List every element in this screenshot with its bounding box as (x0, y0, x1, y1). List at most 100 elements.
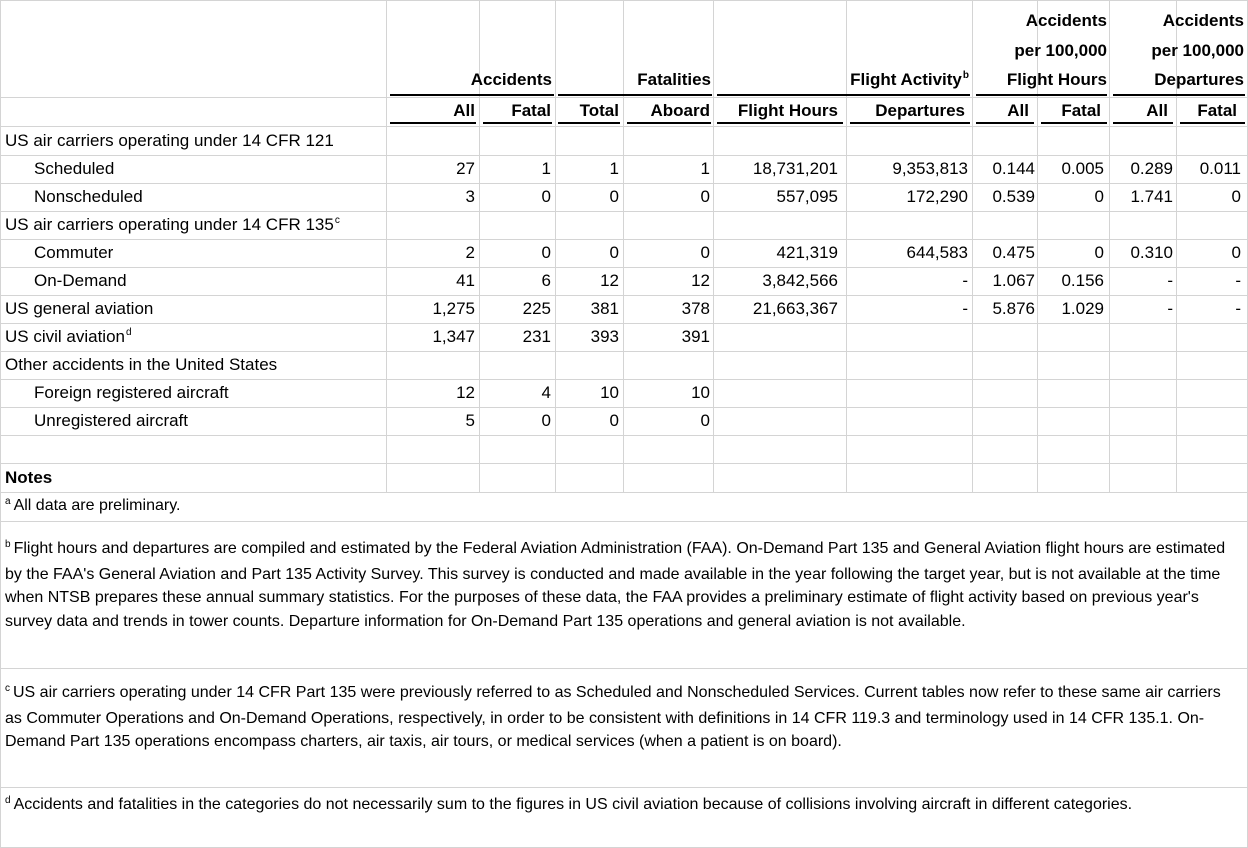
table-cell: 0 (541, 243, 551, 262)
table-cell: 0 (541, 187, 551, 206)
table-cell: 0.475 (992, 243, 1035, 262)
grid-line (0, 521, 1248, 522)
table-cell: 0 (1231, 243, 1241, 262)
table-cell: 3,842,566 (762, 271, 838, 290)
subheader-underline (1113, 122, 1173, 124)
subheader-underline (1180, 122, 1245, 124)
table-cell: - (1167, 271, 1173, 290)
grid-line (0, 267, 1248, 268)
table-cell: 0 (609, 243, 619, 262)
grid-line (555, 0, 556, 492)
table-cell: 0 (609, 187, 619, 206)
grid-line (0, 97, 1248, 98)
grid-line (0, 435, 1248, 436)
table-cell: 231 (522, 327, 551, 346)
subheader-underline (558, 122, 620, 124)
table-cell: 1.067 (992, 271, 1035, 290)
grid-line (0, 155, 1248, 156)
table-cell: - (1167, 299, 1173, 318)
table-cell: 1,275 (432, 299, 475, 318)
header-underline (390, 94, 554, 96)
table-cell: - (962, 299, 968, 318)
note-a: a All data are preliminary. (5, 496, 181, 514)
row-label: Other accidents in the United States (5, 355, 278, 374)
subheader-underline (976, 122, 1034, 124)
table-cell: 381 (590, 299, 619, 318)
table-cell: 10 (600, 383, 619, 402)
header-flight-activity: Flight Activityb (850, 70, 969, 89)
table-cell: - (1235, 271, 1241, 290)
table-cell: 1 (609, 159, 619, 178)
header-per-dep-1: Accidents (1162, 11, 1244, 30)
table-cell: 0.289 (1130, 159, 1173, 178)
table-cell: 0.539 (992, 187, 1035, 206)
table-cell: 0 (700, 187, 710, 206)
row-label: US air carriers operating under 14 CFR 1… (5, 215, 340, 234)
table-cell: 12 (691, 271, 710, 290)
table-cell: 225 (522, 299, 551, 318)
header-per-hours-1: Accidents (1025, 11, 1107, 30)
table-cell: 0 (1231, 187, 1241, 206)
subheader-cell: Departures (875, 101, 965, 120)
header-per-hours-3: Flight Hours (1006, 70, 1107, 89)
table-cell: 3 (465, 187, 475, 206)
header-per-dep-2: per 100,000 (1151, 41, 1244, 60)
grid-line (0, 379, 1248, 380)
header-underline (558, 94, 712, 96)
table-cell: 10 (691, 383, 710, 402)
grid-line (0, 407, 1248, 408)
table-cell: 172,290 (906, 187, 968, 206)
row-label: US general aviation (5, 299, 154, 318)
grid-line (1176, 0, 1177, 492)
table-cell: 21,663,367 (752, 299, 838, 318)
table-cell: 1.741 (1130, 187, 1173, 206)
subheader-cell: Total (579, 101, 619, 120)
grid-line (0, 463, 1248, 464)
header-per-dep-3: Departures (1154, 70, 1244, 89)
row-label: Commuter (34, 243, 114, 262)
table-cell: 2 (465, 243, 475, 262)
header-per-hours-2: per 100,000 (1014, 41, 1107, 60)
table-cell: 0 (1094, 187, 1104, 206)
grid-line (386, 0, 387, 492)
header-fatalities: Fatalities (637, 70, 711, 89)
grid-line (0, 323, 1248, 324)
grid-line (0, 668, 1248, 669)
row-label: On-Demand (34, 271, 127, 290)
table-cell: 0.011 (1199, 159, 1241, 178)
grid-line (0, 211, 1248, 212)
table-cell: 27 (456, 159, 475, 178)
table-cell: 0.310 (1130, 243, 1173, 262)
grid-line (1109, 0, 1110, 492)
subheader-underline (850, 122, 970, 124)
table-cell: - (1235, 299, 1241, 318)
header-underline (976, 94, 1107, 96)
footnote-mark: b (962, 70, 969, 81)
grid-line (0, 239, 1248, 240)
grid-line (713, 0, 714, 492)
grid-line (0, 787, 1248, 788)
subheader-cell: All (453, 101, 475, 120)
table-cell: 5 (465, 411, 475, 430)
table-cell: 0 (700, 243, 710, 262)
grid-line (0, 126, 1248, 127)
subheader-cell: Fatal (1197, 101, 1237, 120)
note-b: b Flight hours and departures are compile… (5, 539, 1226, 630)
grid-line (0, 183, 1248, 184)
table-cell: 12 (456, 383, 475, 402)
table-cell: 0 (609, 411, 619, 430)
subheader-underline (1041, 122, 1107, 124)
row-label: Nonscheduled (34, 187, 143, 206)
header-underline (717, 94, 970, 96)
grid-line (0, 295, 1248, 296)
table-cell: 0.005 (1061, 159, 1104, 178)
row-label: Scheduled (34, 159, 115, 178)
table-cell: 1.029 (1061, 299, 1104, 318)
footnote-mark: d (126, 327, 132, 338)
subheader-cell: Fatal (511, 101, 551, 120)
grid-line (846, 0, 847, 492)
subheader-underline (483, 122, 552, 124)
table-cell: 18,731,201 (752, 159, 838, 178)
grid-line (479, 0, 480, 492)
